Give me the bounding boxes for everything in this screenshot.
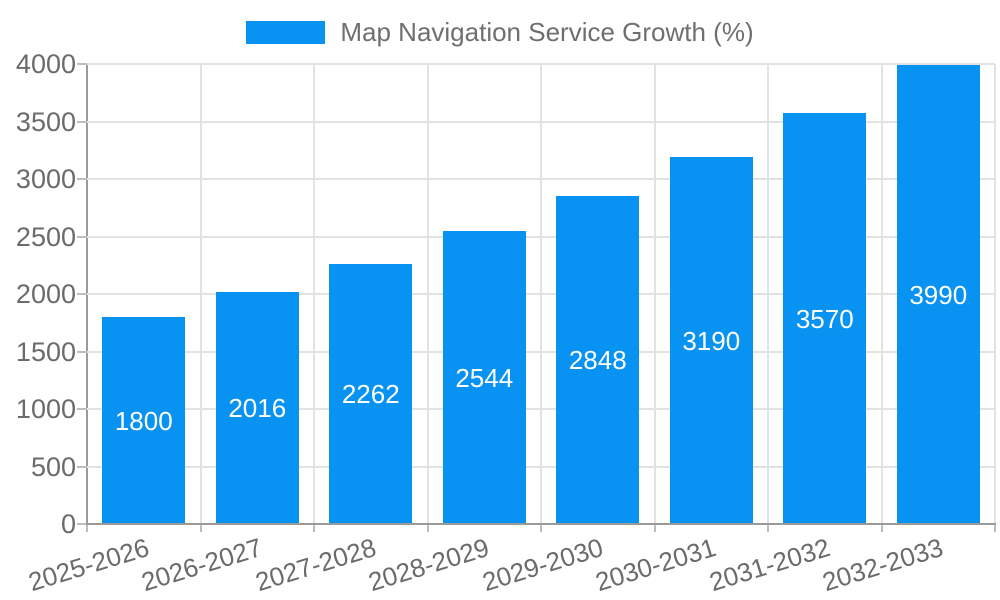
y-axis-tick-label: 3000 [15, 164, 76, 194]
x-axis-tick [86, 524, 88, 532]
x-axis-tick [313, 524, 315, 532]
bar-value-label: 3990 [909, 279, 968, 310]
plot-area: 1800 2016 2262 2544 2848 3190 3570 3990 [86, 63, 996, 525]
x-gridline [313, 64, 315, 524]
x-axis-line [86, 523, 996, 525]
y-axis-tick [77, 465, 87, 468]
y-axis-tick [77, 178, 87, 180]
bar: 3190 [669, 157, 753, 524]
y-axis-tick-label: 500 [30, 451, 76, 482]
y-axis-tick [77, 120, 87, 123]
bar: 2848 [556, 196, 640, 524]
y-axis-tick-label: 0 [60, 509, 76, 539]
y-axis-tick [77, 293, 87, 295]
x-axis-tick [994, 524, 996, 532]
y-axis-tick [77, 350, 87, 353]
y-axis-tick-label: 4000 [15, 49, 76, 79]
y-axis-tick [77, 63, 87, 65]
bar-value-label: 2016 [228, 393, 287, 424]
x-axis-tick [880, 524, 883, 532]
bar: 3570 [783, 113, 867, 524]
y-axis-tick [77, 523, 87, 525]
y-axis-tick-label: 1500 [15, 336, 76, 367]
x-gridline [199, 64, 202, 524]
x-axis-tick [767, 524, 769, 532]
x-axis-tick [199, 524, 202, 532]
y-axis-tick [77, 408, 87, 410]
bar: 2544 [442, 231, 526, 524]
y-axis-tick-label: 2000 [15, 279, 76, 309]
bar: 3990 [896, 65, 980, 524]
x-axis-tick [653, 524, 656, 532]
x-gridline [994, 64, 996, 524]
bar-value-label: 2544 [455, 362, 514, 393]
legend: Map Navigation Service Growth (%) [0, 19, 1000, 45]
y-axis-tick-label: 1000 [15, 394, 76, 424]
bar: 1800 [102, 317, 186, 524]
bar-value-label: 3190 [682, 325, 741, 356]
bar: 2016 [215, 292, 299, 524]
x-gridline [540, 64, 542, 524]
x-gridline [426, 64, 429, 524]
bar-value-label: 2262 [341, 378, 400, 409]
legend-label: Map Navigation Service Growth (%) [340, 17, 754, 47]
x-axis-tick [426, 524, 429, 532]
bar-value-label: 2848 [568, 345, 627, 376]
x-axis-tick [540, 524, 542, 532]
x-gridline [880, 64, 883, 524]
y-axis-tick [77, 235, 87, 238]
y-axis-tick-label: 2500 [15, 221, 76, 252]
bar-value-label: 1800 [114, 405, 173, 436]
x-gridline [767, 64, 769, 524]
x-gridline [653, 64, 656, 524]
bar-value-label: 3570 [795, 303, 854, 334]
legend-swatch-icon [246, 20, 326, 44]
y-axis-tick-label: 3500 [15, 106, 76, 137]
bar: 2262 [329, 263, 413, 524]
